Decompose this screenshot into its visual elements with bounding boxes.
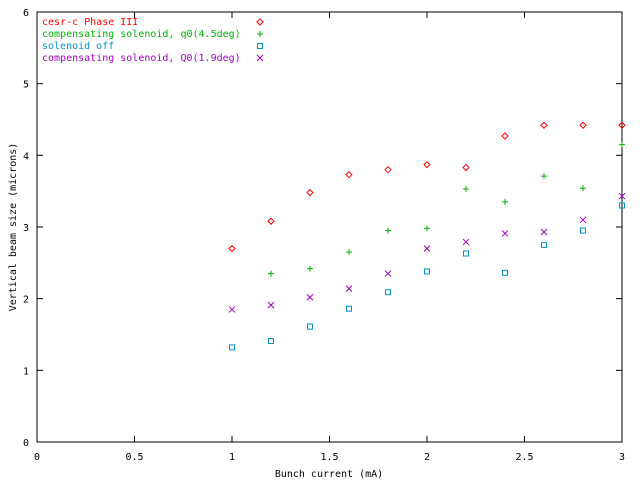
data-point	[540, 121, 548, 129]
data-point	[267, 217, 275, 225]
data-point	[424, 225, 430, 232]
data-point	[580, 227, 586, 234]
data-point	[384, 270, 392, 277]
data-point	[306, 293, 314, 301]
legend-label: cesr-c Phase III	[42, 17, 138, 28]
data-point	[579, 216, 587, 224]
data-point	[268, 270, 274, 277]
data-point	[423, 160, 431, 169]
x-tick-label: 3	[619, 452, 625, 463]
data-point	[346, 305, 352, 312]
data-point	[228, 306, 236, 313]
legend-marker	[256, 18, 264, 26]
series-1	[268, 141, 625, 277]
legend-marker	[256, 54, 264, 62]
data-point	[502, 198, 508, 205]
legend-label: compensating solenoid, Q0(1.9deg)	[42, 53, 241, 64]
series-0	[228, 121, 626, 253]
y-tick-label: 3	[23, 223, 29, 234]
data-point	[540, 228, 548, 236]
data-point	[463, 250, 469, 257]
axis-ticks	[36, 11, 623, 443]
y-tick-labels: 0 1 2 3 4 5 6	[23, 8, 29, 449]
data-point	[385, 227, 391, 234]
x-tick-label: 1.5	[320, 452, 338, 463]
data-point	[268, 337, 274, 344]
plot-frame	[36, 11, 623, 443]
data-point	[307, 323, 313, 330]
y-tick-label: 4	[23, 151, 29, 162]
data-point	[619, 141, 625, 148]
y-tick-label: 6	[23, 8, 29, 19]
legend-label: solenoid off	[42, 41, 114, 52]
x-tick-label: 2.5	[515, 452, 533, 463]
data-point	[462, 238, 470, 246]
data-point	[228, 244, 236, 253]
data-point	[267, 301, 275, 309]
legend-marker	[257, 43, 263, 49]
y-axis-label: Vertical beam size (microns)	[8, 143, 19, 312]
data-points	[228, 121, 626, 351]
x-tick-label: 0.5	[125, 452, 143, 463]
data-point	[307, 265, 313, 272]
x-tick-label: 2	[424, 452, 430, 463]
x-tick-label: 1	[229, 452, 235, 463]
y-tick-label: 0	[23, 438, 29, 449]
data-point	[462, 163, 470, 172]
data-point	[229, 344, 235, 351]
data-point	[423, 245, 431, 252]
data-point	[541, 173, 547, 180]
data-point	[619, 202, 625, 209]
data-point	[501, 132, 509, 140]
data-point	[384, 165, 392, 174]
data-point	[618, 192, 626, 200]
series-2	[229, 202, 625, 351]
x-axis-label: Bunch current (mA)	[275, 469, 383, 480]
data-point	[345, 285, 353, 292]
data-point	[463, 186, 469, 193]
data-point	[579, 121, 587, 129]
data-point	[345, 170, 353, 179]
legend-label: compensating solenoid, q0(4.5deg)	[42, 29, 241, 40]
data-point	[306, 188, 314, 197]
x-tick-labels: 0 0.5 1 1.5 2 2.5 3	[34, 452, 625, 463]
data-point	[580, 185, 586, 192]
y-tick-label: 5	[23, 80, 29, 91]
data-point	[346, 249, 352, 256]
data-point	[385, 289, 391, 296]
data-point	[424, 268, 430, 275]
y-tick-label: 2	[23, 295, 29, 306]
data-point	[618, 121, 626, 129]
legend-marker	[257, 31, 263, 37]
data-point	[541, 241, 547, 248]
series-3	[228, 192, 626, 313]
data-point	[502, 269, 508, 276]
y-tick-label: 1	[23, 366, 29, 377]
data-point	[501, 230, 509, 237]
x-tick-label: 0	[34, 452, 40, 463]
